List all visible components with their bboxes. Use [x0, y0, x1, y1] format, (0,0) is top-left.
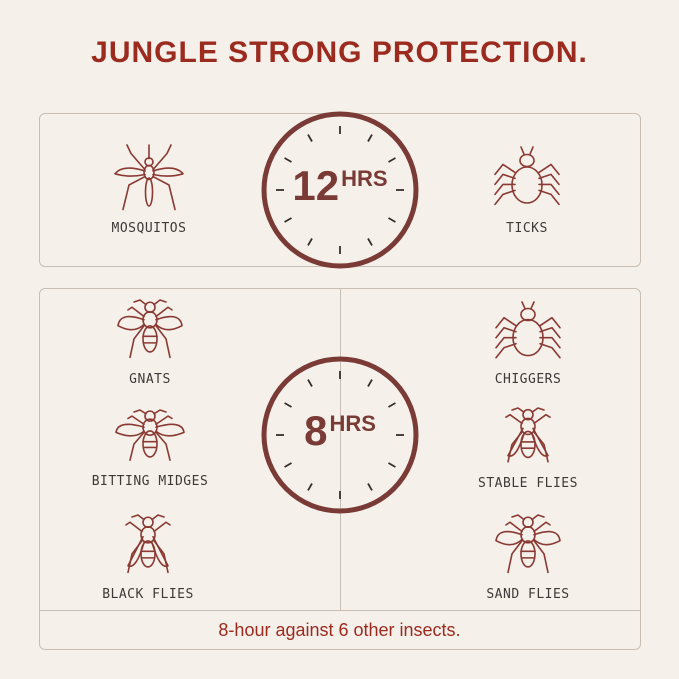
insect-mosquitos: MOSQUITOS [69, 143, 229, 236]
insect-gnats: GNATS [70, 298, 230, 387]
insect-label: CHIGGERS [494, 372, 562, 387]
insect-bitting-midges: BITTING MIDGES [70, 408, 230, 489]
tick-icon [494, 146, 560, 206]
insect-label: GNATS [129, 372, 171, 387]
insect-black-flies: BLACK FLIES [68, 513, 228, 602]
insect-sand-flies: SAND FLIES [448, 513, 608, 602]
mosquito-icon [114, 144, 184, 211]
hours-unit: HRS [341, 166, 388, 191]
stable-fly-icon [505, 407, 551, 463]
gnat-icon [117, 299, 183, 359]
insect-label: BLACK FLIES [102, 587, 194, 602]
insect-label: BITTING MIDGES [91, 474, 209, 489]
footer-note: 8-hour against 6 other insects. [218, 620, 461, 640]
clock-icon [261, 111, 419, 269]
page-title: JUNGLE STRONG PROTECTION. [91, 36, 588, 69]
insect-chiggers: CHIGGERS [448, 298, 608, 387]
insect-label: STABLE FLIES [478, 476, 578, 491]
hours-unit: HRS [329, 411, 376, 436]
midge-icon [115, 409, 185, 462]
clock-8-hours: 8HRS [260, 355, 420, 515]
black-fly-icon [125, 514, 171, 574]
insect-label: TICKS [506, 221, 548, 236]
vertical-divider [340, 288, 341, 610]
hours-value: 12 [292, 162, 340, 209]
horizontal-divider [39, 610, 640, 611]
chigger-icon [495, 301, 561, 359]
insect-label: MOSQUITOS [111, 221, 187, 236]
hours-value: 8 [304, 407, 328, 454]
clock-icon [261, 356, 419, 514]
sand-fly-icon [495, 514, 561, 574]
insect-ticks: TICKS [447, 143, 607, 236]
insect-label: SAND FLIES [486, 587, 570, 602]
insect-stable-flies: STABLE FLIES [448, 406, 608, 491]
clock-12-hours: 12HRS [260, 110, 420, 270]
